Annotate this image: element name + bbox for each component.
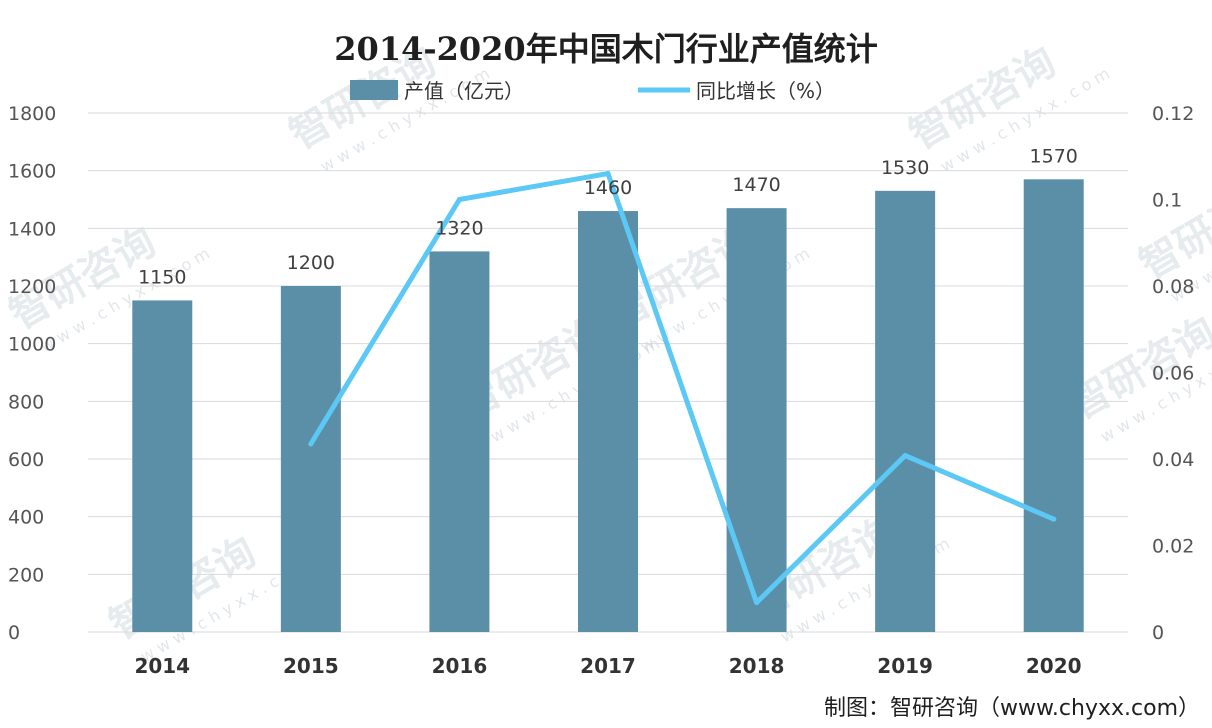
line-point: [902, 453, 908, 459]
x-tick-label: 2020: [1026, 654, 1082, 678]
line-point: [1051, 516, 1057, 522]
y-right-tick-label: 0: [1152, 622, 1164, 644]
x-tick-label: 2018: [729, 654, 785, 678]
bar: [429, 251, 490, 632]
y-left-tick-label: 800: [8, 391, 44, 413]
growth-line: [308, 171, 1057, 606]
legend-label-bar: 产值（亿元）: [404, 79, 524, 103]
line-point: [605, 171, 611, 177]
bar-data-label: 1460: [584, 177, 632, 199]
legend: 产值（亿元） 同比增长（%）: [350, 79, 835, 103]
legend-label-line: 同比增长（%）: [696, 79, 835, 103]
y-right-tick-label: 0.08: [1152, 276, 1194, 298]
y-left-tick-label: 1200: [8, 276, 56, 298]
x-tick-label: 2019: [877, 654, 933, 678]
bar-data-label: 1530: [881, 157, 929, 179]
bar: [132, 300, 193, 632]
y-left-tick-label: 200: [8, 564, 44, 586]
legend-swatch-bar: [350, 80, 398, 100]
line-point: [308, 441, 314, 447]
line-point: [456, 197, 462, 202]
y-right-tick-label: 0.04: [1152, 449, 1194, 471]
y-left-tick-label: 1000: [8, 334, 56, 356]
y-left-tick-label: 600: [8, 449, 44, 471]
bar-data-label: 1470: [732, 174, 780, 196]
bar: [875, 190, 936, 632]
chart-title: 2014-2020年中国木门行业产值统计: [334, 30, 877, 68]
bar-series: [132, 179, 1084, 633]
y-left-tick-label: 1800: [8, 103, 56, 125]
bar-data-label: 1570: [1030, 145, 1078, 167]
x-tick-label: 2016: [432, 654, 488, 678]
x-tick-label: 2017: [580, 654, 636, 678]
axes: 0 200 400 600 800 1000 1200 1400 1600 1800 0 0.02 0.…: [8, 103, 1194, 678]
y-right-tick-label: 0.06: [1152, 363, 1194, 385]
bar-data-label: 1150: [138, 266, 186, 288]
source-note: 制图：智研咨询（www.chyxx.com）: [824, 696, 1200, 721]
y-right-tick-label: 0.02: [1152, 536, 1194, 558]
bar: [726, 208, 787, 632]
data-labels: 1150 1200 1320 1460 1470 1530 1570: [138, 145, 1078, 288]
line-series: [308, 171, 1057, 606]
y-right-tick-label: 0.1: [1152, 190, 1182, 212]
y-left-tick-label: 1400: [8, 218, 56, 240]
y-left-tick-label: 0: [8, 622, 20, 644]
y-right-tick-label: 0.12: [1152, 103, 1194, 125]
bar-data-label: 1200: [287, 252, 335, 274]
x-tick-label: 2015: [283, 654, 339, 678]
bar: [578, 211, 638, 633]
bar: [1023, 179, 1084, 633]
legend-item-line: 同比增长（%）: [638, 79, 835, 103]
y-left-tick-label: 400: [8, 507, 44, 529]
bar-data-label: 1320: [435, 217, 483, 239]
bar: [280, 286, 341, 632]
legend-item-bar: 产值（亿元）: [350, 79, 524, 103]
y-left-tick-label: 1600: [8, 161, 56, 183]
line-point: [754, 600, 760, 606]
x-tick-label: 2014: [134, 654, 190, 678]
